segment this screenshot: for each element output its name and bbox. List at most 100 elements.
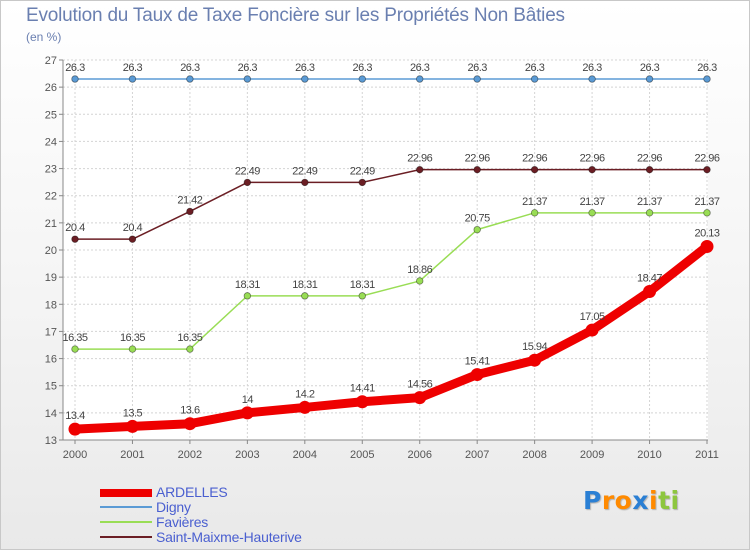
logo-letter: t xyxy=(658,486,671,515)
data-point-digny xyxy=(416,75,424,83)
data-label-favi-res: 21.37 xyxy=(637,196,662,208)
x-tick-label: 2002 xyxy=(178,449,202,461)
data-point-favi-res xyxy=(358,292,366,300)
data-point-saint-maixme-hauterive xyxy=(358,178,366,187)
data-label-saint-maixme-hauterive: 22.96 xyxy=(694,153,719,165)
x-tick-label: 2009 xyxy=(580,449,604,461)
data-label-ardelles: 14.56 xyxy=(407,379,432,391)
data-label-favi-res: 16.35 xyxy=(62,332,87,344)
logo-letter: r xyxy=(601,486,615,515)
x-tick-label: 2006 xyxy=(407,449,431,461)
legend-label-ardelles: ARDELLES xyxy=(156,484,228,500)
data-label-saint-maixme-hauterive: 21.42 xyxy=(177,194,202,206)
legend-label-favieres: Favières xyxy=(156,514,209,530)
data-point-ardelles xyxy=(585,323,599,337)
data-point-ardelles xyxy=(528,353,542,367)
proxiti-logo: Proxiti xyxy=(583,486,680,515)
x-tick-label: 2005 xyxy=(350,449,374,461)
data-point-ardelles xyxy=(413,391,427,405)
data-point-saint-maixme-hauterive xyxy=(186,207,194,216)
x-tick-label: 2007 xyxy=(465,449,489,461)
data-point-saint-maixme-hauterive xyxy=(473,165,481,174)
data-label-favi-res: 21.37 xyxy=(522,196,547,208)
data-label-saint-maixme-hauterive: 22.96 xyxy=(407,153,432,165)
legend-swatch-saint-maixme xyxy=(100,536,152,538)
logo-letter: i xyxy=(649,486,659,515)
data-point-digny xyxy=(301,75,309,83)
y-tick-label: 27 xyxy=(45,55,57,67)
data-point-saint-maixme-hauterive xyxy=(243,178,252,187)
data-label-ardelles: 18.47 xyxy=(637,273,662,285)
data-point-saint-maixme-hauterive xyxy=(301,178,309,187)
data-label-digny: 26.3 xyxy=(582,62,602,74)
data-point-saint-maixme-hauterive xyxy=(530,165,539,174)
data-point-digny xyxy=(530,75,539,83)
y-tick-label: 21 xyxy=(45,218,57,230)
legend-label-saint-maixme: Saint-Maixme-Hauterive xyxy=(156,529,302,545)
logo-letter: o xyxy=(614,486,633,515)
data-label-favi-res: 18.31 xyxy=(350,279,375,291)
data-point-saint-maixme-hauterive xyxy=(416,165,424,174)
logo-letter: P xyxy=(583,486,602,515)
series-line-ardelles xyxy=(70,241,712,434)
data-label-digny: 26.3 xyxy=(353,62,373,74)
data-label-saint-maixme-hauterive: 20.4 xyxy=(123,222,143,234)
x-tick-label: 2001 xyxy=(120,449,144,461)
series-line-favi-res xyxy=(74,212,708,350)
series-line-saint-maixme-hauterive xyxy=(74,168,708,240)
data-label-ardelles: 14 xyxy=(242,394,254,406)
data-point-ardelles xyxy=(643,285,657,299)
data-label-saint-maixme-hauterive: 22.49 xyxy=(235,165,260,177)
data-label-ardelles: 14.41 xyxy=(350,383,375,395)
data-label-ardelles: 15.41 xyxy=(465,356,490,368)
data-label-favi-res: 16.35 xyxy=(120,332,145,344)
y-tick-label: 26 xyxy=(45,82,57,94)
data-label-ardelles: 20.13 xyxy=(694,227,719,239)
data-label-saint-maixme-hauterive: 22.96 xyxy=(580,153,605,165)
x-tick-label: 2010 xyxy=(637,449,661,461)
data-label-favi-res: 18.31 xyxy=(292,279,317,291)
data-label-favi-res: 21.37 xyxy=(580,196,605,208)
data-point-ardelles xyxy=(470,368,484,382)
data-point-ardelles xyxy=(298,400,312,414)
data-point-favi-res xyxy=(645,209,654,217)
y-tick-label: 17 xyxy=(45,326,57,338)
legend-label-digny: Digny xyxy=(156,499,191,515)
x-tick-label: 2011 xyxy=(695,449,719,461)
data-point-ardelles xyxy=(355,395,369,409)
data-label-digny: 26.3 xyxy=(697,62,717,74)
x-tick-label: 2008 xyxy=(522,449,546,461)
data-point-digny xyxy=(473,75,481,83)
data-point-digny xyxy=(358,75,366,83)
y-tick-label: 23 xyxy=(45,164,57,176)
data-point-saint-maixme-hauterive xyxy=(588,165,596,174)
data-label-saint-maixme-hauterive: 22.96 xyxy=(522,153,547,165)
data-point-ardelles xyxy=(183,417,197,431)
data-label-digny: 26.3 xyxy=(467,62,487,74)
legend-swatch-ardelles xyxy=(100,489,152,497)
data-point-favi-res xyxy=(301,292,309,300)
data-point-favi-res xyxy=(128,345,137,353)
legend-swatch-favieres xyxy=(100,521,152,523)
y-tick-label: 15 xyxy=(45,381,57,393)
logo-letter: i xyxy=(670,486,680,515)
x-tick-label: 2000 xyxy=(63,449,87,461)
data-label-ardelles: 13.6 xyxy=(180,405,200,417)
data-point-digny xyxy=(243,75,252,83)
data-point-digny xyxy=(703,75,711,83)
data-label-ardelles: 13.4 xyxy=(65,410,85,422)
y-tick-label: 20 xyxy=(45,245,57,257)
x-tick-label: 2003 xyxy=(235,449,259,461)
data-point-favi-res xyxy=(186,345,194,353)
data-point-favi-res xyxy=(703,209,711,217)
data-label-ardelles: 17.05 xyxy=(580,311,605,323)
y-tick-label: 16 xyxy=(45,354,57,366)
data-label-favi-res: 21.37 xyxy=(694,196,719,208)
y-tick-label: 19 xyxy=(45,272,57,284)
data-label-digny: 26.3 xyxy=(65,62,85,74)
data-point-ardelles xyxy=(700,239,714,253)
chart-subtitle: (en %) xyxy=(26,30,62,44)
y-tick-label: 13 xyxy=(45,435,57,447)
data-label-favi-res: 16.35 xyxy=(177,332,202,344)
